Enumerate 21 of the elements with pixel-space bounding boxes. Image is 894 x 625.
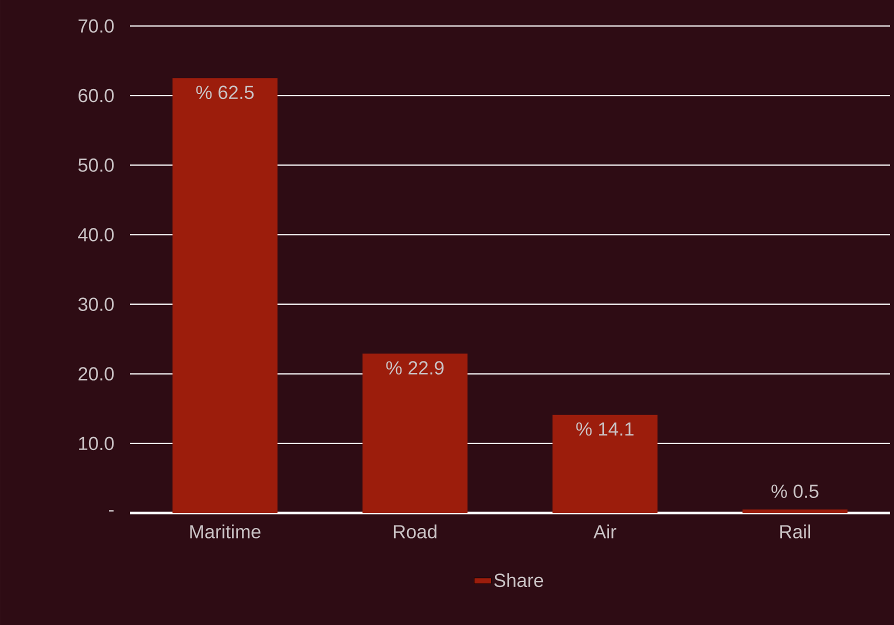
x-tick-label: Road (394, 524, 436, 538)
x-tick-label: Rail (780, 524, 810, 538)
y-tick-label: 60.0 (78, 88, 114, 102)
x-tick-label: Air (593, 524, 616, 538)
bar (362, 354, 468, 513)
bar (742, 510, 848, 513)
legend-label: Share (494, 573, 544, 588)
y-tick-label: 20.0 (78, 367, 114, 381)
y-tick-label: - (109, 510, 114, 512)
y-tick-label: 40.0 (78, 228, 114, 242)
y-tick-label: 70.0 (78, 19, 114, 33)
bar (552, 414, 658, 513)
y-tick-label: 50.0 (78, 158, 114, 172)
data-label: % 0.5 (771, 484, 818, 498)
data-label: % 22.9 (386, 361, 444, 375)
y-tick-label: 30.0 (78, 298, 114, 311)
data-label: % 14.1 (576, 422, 634, 436)
bar (172, 78, 278, 513)
x-tick-label: Maritime (190, 524, 260, 538)
y-tick-label: 10.0 (79, 436, 114, 450)
data-label: % 62.5 (196, 86, 254, 100)
